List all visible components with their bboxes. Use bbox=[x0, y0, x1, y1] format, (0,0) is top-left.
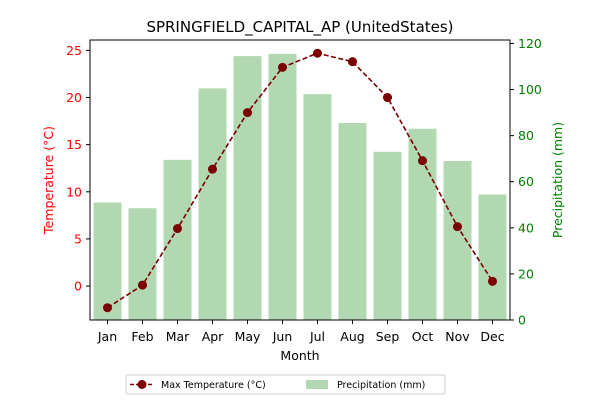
left-y-axis-label: Temperature (°C) bbox=[41, 126, 56, 235]
left-y-tick-label: 5 bbox=[74, 231, 82, 246]
bar-apr bbox=[198, 88, 227, 320]
point-mar bbox=[173, 224, 182, 234]
bar-may bbox=[233, 56, 262, 321]
right-y-tick-label: 100 bbox=[518, 82, 542, 97]
point-apr bbox=[208, 164, 217, 174]
x-tick-label: May bbox=[235, 329, 261, 344]
x-tick-label: Jun bbox=[272, 329, 293, 344]
temperature-line bbox=[107, 52, 494, 309]
legend-label-precipitation: Precipitation (mm) bbox=[337, 380, 425, 391]
point-dec bbox=[488, 276, 497, 286]
legend-entry-precipitation: Precipitation (mm) bbox=[306, 380, 425, 391]
point-feb bbox=[138, 280, 147, 290]
x-tick-label: Jan bbox=[97, 329, 117, 344]
right-y-tick-label: 0 bbox=[518, 313, 526, 328]
point-nov bbox=[453, 222, 462, 232]
bar-sep bbox=[373, 151, 402, 320]
bar-jun bbox=[268, 53, 297, 321]
legend-entry-temperature: Max Temperature (°C) bbox=[130, 380, 266, 391]
bar-series bbox=[93, 53, 507, 321]
right-y-tick-label: 80 bbox=[518, 128, 534, 143]
chart-title: SPRINGFIELD_CAPITAL_AP (UnitedStates) bbox=[146, 18, 453, 37]
left-y-tick-label: 15 bbox=[66, 137, 82, 152]
x-axis-label: Month bbox=[280, 348, 319, 363]
right-y-tick-label: 60 bbox=[518, 174, 534, 189]
axes: Jan Feb Mar Apr May Jun Jul Aug Sep Oct Nov Dec 0 5 10… bbox=[66, 36, 542, 344]
bar-dec bbox=[478, 194, 507, 320]
right-y-tick-label: 40 bbox=[518, 220, 534, 235]
bar-jul bbox=[303, 94, 332, 321]
point-jun bbox=[278, 62, 287, 72]
point-oct bbox=[418, 156, 427, 166]
x-tick-label: Nov bbox=[445, 329, 470, 344]
legend-bar-swatch bbox=[306, 380, 328, 389]
x-tick-label: Sep bbox=[376, 329, 400, 344]
bar-mar bbox=[163, 159, 192, 320]
legend-line-marker bbox=[137, 380, 147, 389]
line-series bbox=[103, 48, 497, 313]
left-y-tick-label: 10 bbox=[66, 184, 82, 199]
x-tick-label: Oct bbox=[412, 329, 434, 344]
right-y-tick-label: 20 bbox=[518, 266, 534, 281]
bar-jan bbox=[93, 202, 122, 320]
right-y-axis-label: Precipitation (mm) bbox=[550, 122, 565, 238]
x-tick-label: Feb bbox=[131, 329, 153, 344]
legend-label-temperature: Max Temperature (°C) bbox=[161, 380, 266, 391]
legend: Max Temperature (°C) Precipitation (mm) bbox=[125, 374, 446, 395]
bar-feb bbox=[128, 208, 157, 320]
x-tick-label: Aug bbox=[340, 329, 364, 344]
left-y-tick-label: 0 bbox=[74, 279, 82, 294]
point-aug bbox=[348, 57, 357, 67]
plot-frame bbox=[89, 39, 511, 321]
point-may bbox=[243, 108, 252, 118]
x-tick-label: Dec bbox=[480, 329, 504, 344]
bar-aug bbox=[338, 122, 367, 321]
point-jan bbox=[103, 303, 112, 313]
x-tick-label: Mar bbox=[166, 329, 190, 344]
x-tick-label: Jul bbox=[309, 329, 325, 344]
point-sep bbox=[383, 93, 392, 103]
point-jul bbox=[313, 48, 322, 58]
left-y-tick-label: 20 bbox=[66, 90, 82, 105]
legend-frame bbox=[125, 374, 446, 395]
x-tick-label: Apr bbox=[202, 329, 224, 344]
left-y-tick-label: 25 bbox=[66, 43, 82, 58]
right-y-tick-label: 120 bbox=[518, 36, 542, 51]
